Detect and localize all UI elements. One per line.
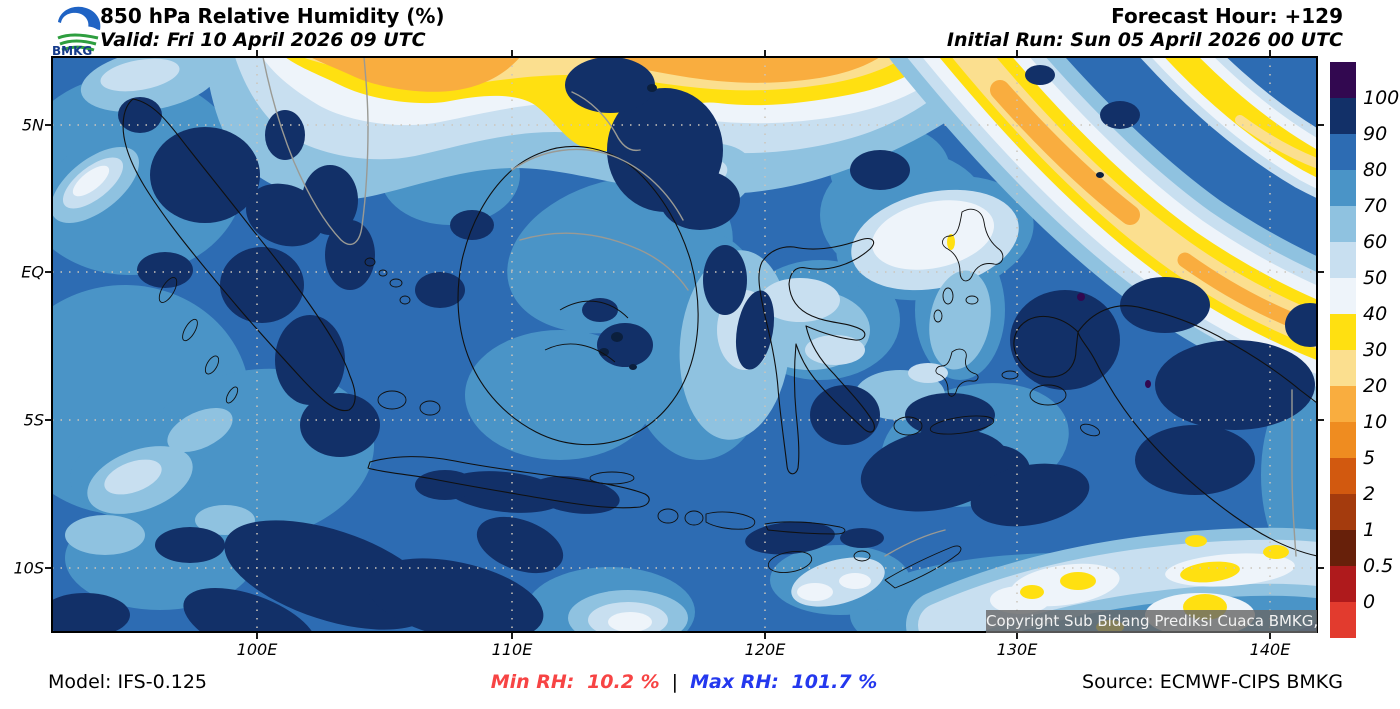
colorbar-label: 5 — [1363, 447, 1376, 469]
colorbar-label: 0 — [1363, 591, 1376, 613]
colorbar-label: 100 — [1363, 87, 1400, 109]
min-rh-label: Min RH: — [490, 671, 575, 693]
y-tick-label: EQ — [21, 262, 44, 282]
y-tick-label: 10S — [13, 558, 44, 578]
colorbar-label: 70 — [1363, 195, 1388, 217]
colorbar-block-10-20 — [1330, 386, 1356, 422]
colorbar-block-70-80 — [1330, 170, 1356, 206]
colorbar-block-60-70 — [1330, 206, 1356, 242]
colorbar-block-50-60 — [1330, 242, 1356, 278]
colorbar-label: 60 — [1363, 231, 1388, 253]
y-tick-label: 5S — [23, 410, 44, 430]
colorbar-label: 40 — [1363, 303, 1388, 325]
x-tick-label: 140E — [1249, 640, 1291, 659]
colorbar-block-0.5-1 — [1330, 530, 1356, 566]
colorbar-label: 30 — [1363, 339, 1388, 361]
colorbar-block-1-2 — [1330, 494, 1356, 530]
min-max-separator: | — [671, 671, 679, 693]
initial-run: Initial Run: Sun 05 April 2026 00 UTC — [946, 29, 1343, 51]
x-tick-label: 110E — [491, 640, 533, 659]
valid-time: Valid: Fri 10 April 2026 09 UTC — [100, 29, 426, 51]
colorbar-block->100 — [1330, 62, 1356, 98]
x-tick-label: 100E — [236, 640, 278, 659]
bmkg-logo-cloud-icon — [58, 6, 101, 30]
forecast-hour: Forecast Hour: +129 — [1111, 4, 1343, 28]
colorbar-block-5-10 — [1330, 422, 1356, 458]
max-rh-label: Max RH: — [690, 671, 779, 693]
map-border — [51, 56, 1318, 633]
over-100-specks — [599, 84, 1151, 388]
page-title: 850 hPa Relative Humidity (%) — [100, 4, 445, 28]
bmkg-logo-waves-icon — [57, 33, 99, 52]
colorbar-block-80-90 — [1330, 134, 1356, 170]
colorbar-label: 10 — [1363, 411, 1388, 433]
bmkg-logo-text: BMKG — [52, 44, 92, 58]
colorbar-label: 2 — [1363, 483, 1376, 505]
colorbar-block-20-30 — [1330, 350, 1356, 386]
x-tick-label: 120E — [744, 640, 786, 659]
colorbar-label: 0.5 — [1363, 555, 1394, 577]
colorbar-block-<0 — [1330, 602, 1356, 638]
bmkg-logo: BMKG — [52, 6, 101, 58]
colorbar-label: 20 — [1363, 375, 1388, 397]
source-label: Source: ECMWF-CIPS BMKG — [1082, 671, 1343, 693]
y-tick-label: 5N — [21, 115, 44, 135]
gridlines — [52, 57, 1317, 632]
min-max-rh: Min RH: 10.2 % | Max RH: 101.7 % — [491, 671, 878, 693]
bmkg-logo-cloud-white — [60, 24, 99, 36]
colorbar-block-40-50 — [1330, 278, 1356, 314]
x-tick-label: 130E — [996, 640, 1038, 659]
copyright-strip: Copyright Sub Bidang Prediksi Cuaca BMKG… — [986, 610, 1317, 633]
max-rh-value: 101.7 % — [791, 671, 878, 693]
rh-90-100-cores — [52, 57, 1317, 632]
min-rh-value: 10.2 % — [587, 671, 660, 693]
colorbar-block-30-40 — [1330, 314, 1356, 350]
colorbar-label: 80 — [1363, 159, 1388, 181]
colorbar-label: 1 — [1363, 519, 1376, 541]
axis-ticks — [45, 50, 1324, 639]
colorbar-block-0-0.5 — [1330, 566, 1356, 602]
colorbar-block-2-5 — [1330, 458, 1356, 494]
colorbar-label: 50 — [1363, 267, 1388, 289]
humidity-field — [52, 57, 1317, 632]
colorbar-block-90-100 — [1330, 98, 1356, 134]
model-label: Model: IFS-0.125 — [48, 671, 207, 693]
colorbar-label: 90 — [1363, 123, 1388, 145]
coastlines-indonesia — [122, 98, 1317, 589]
